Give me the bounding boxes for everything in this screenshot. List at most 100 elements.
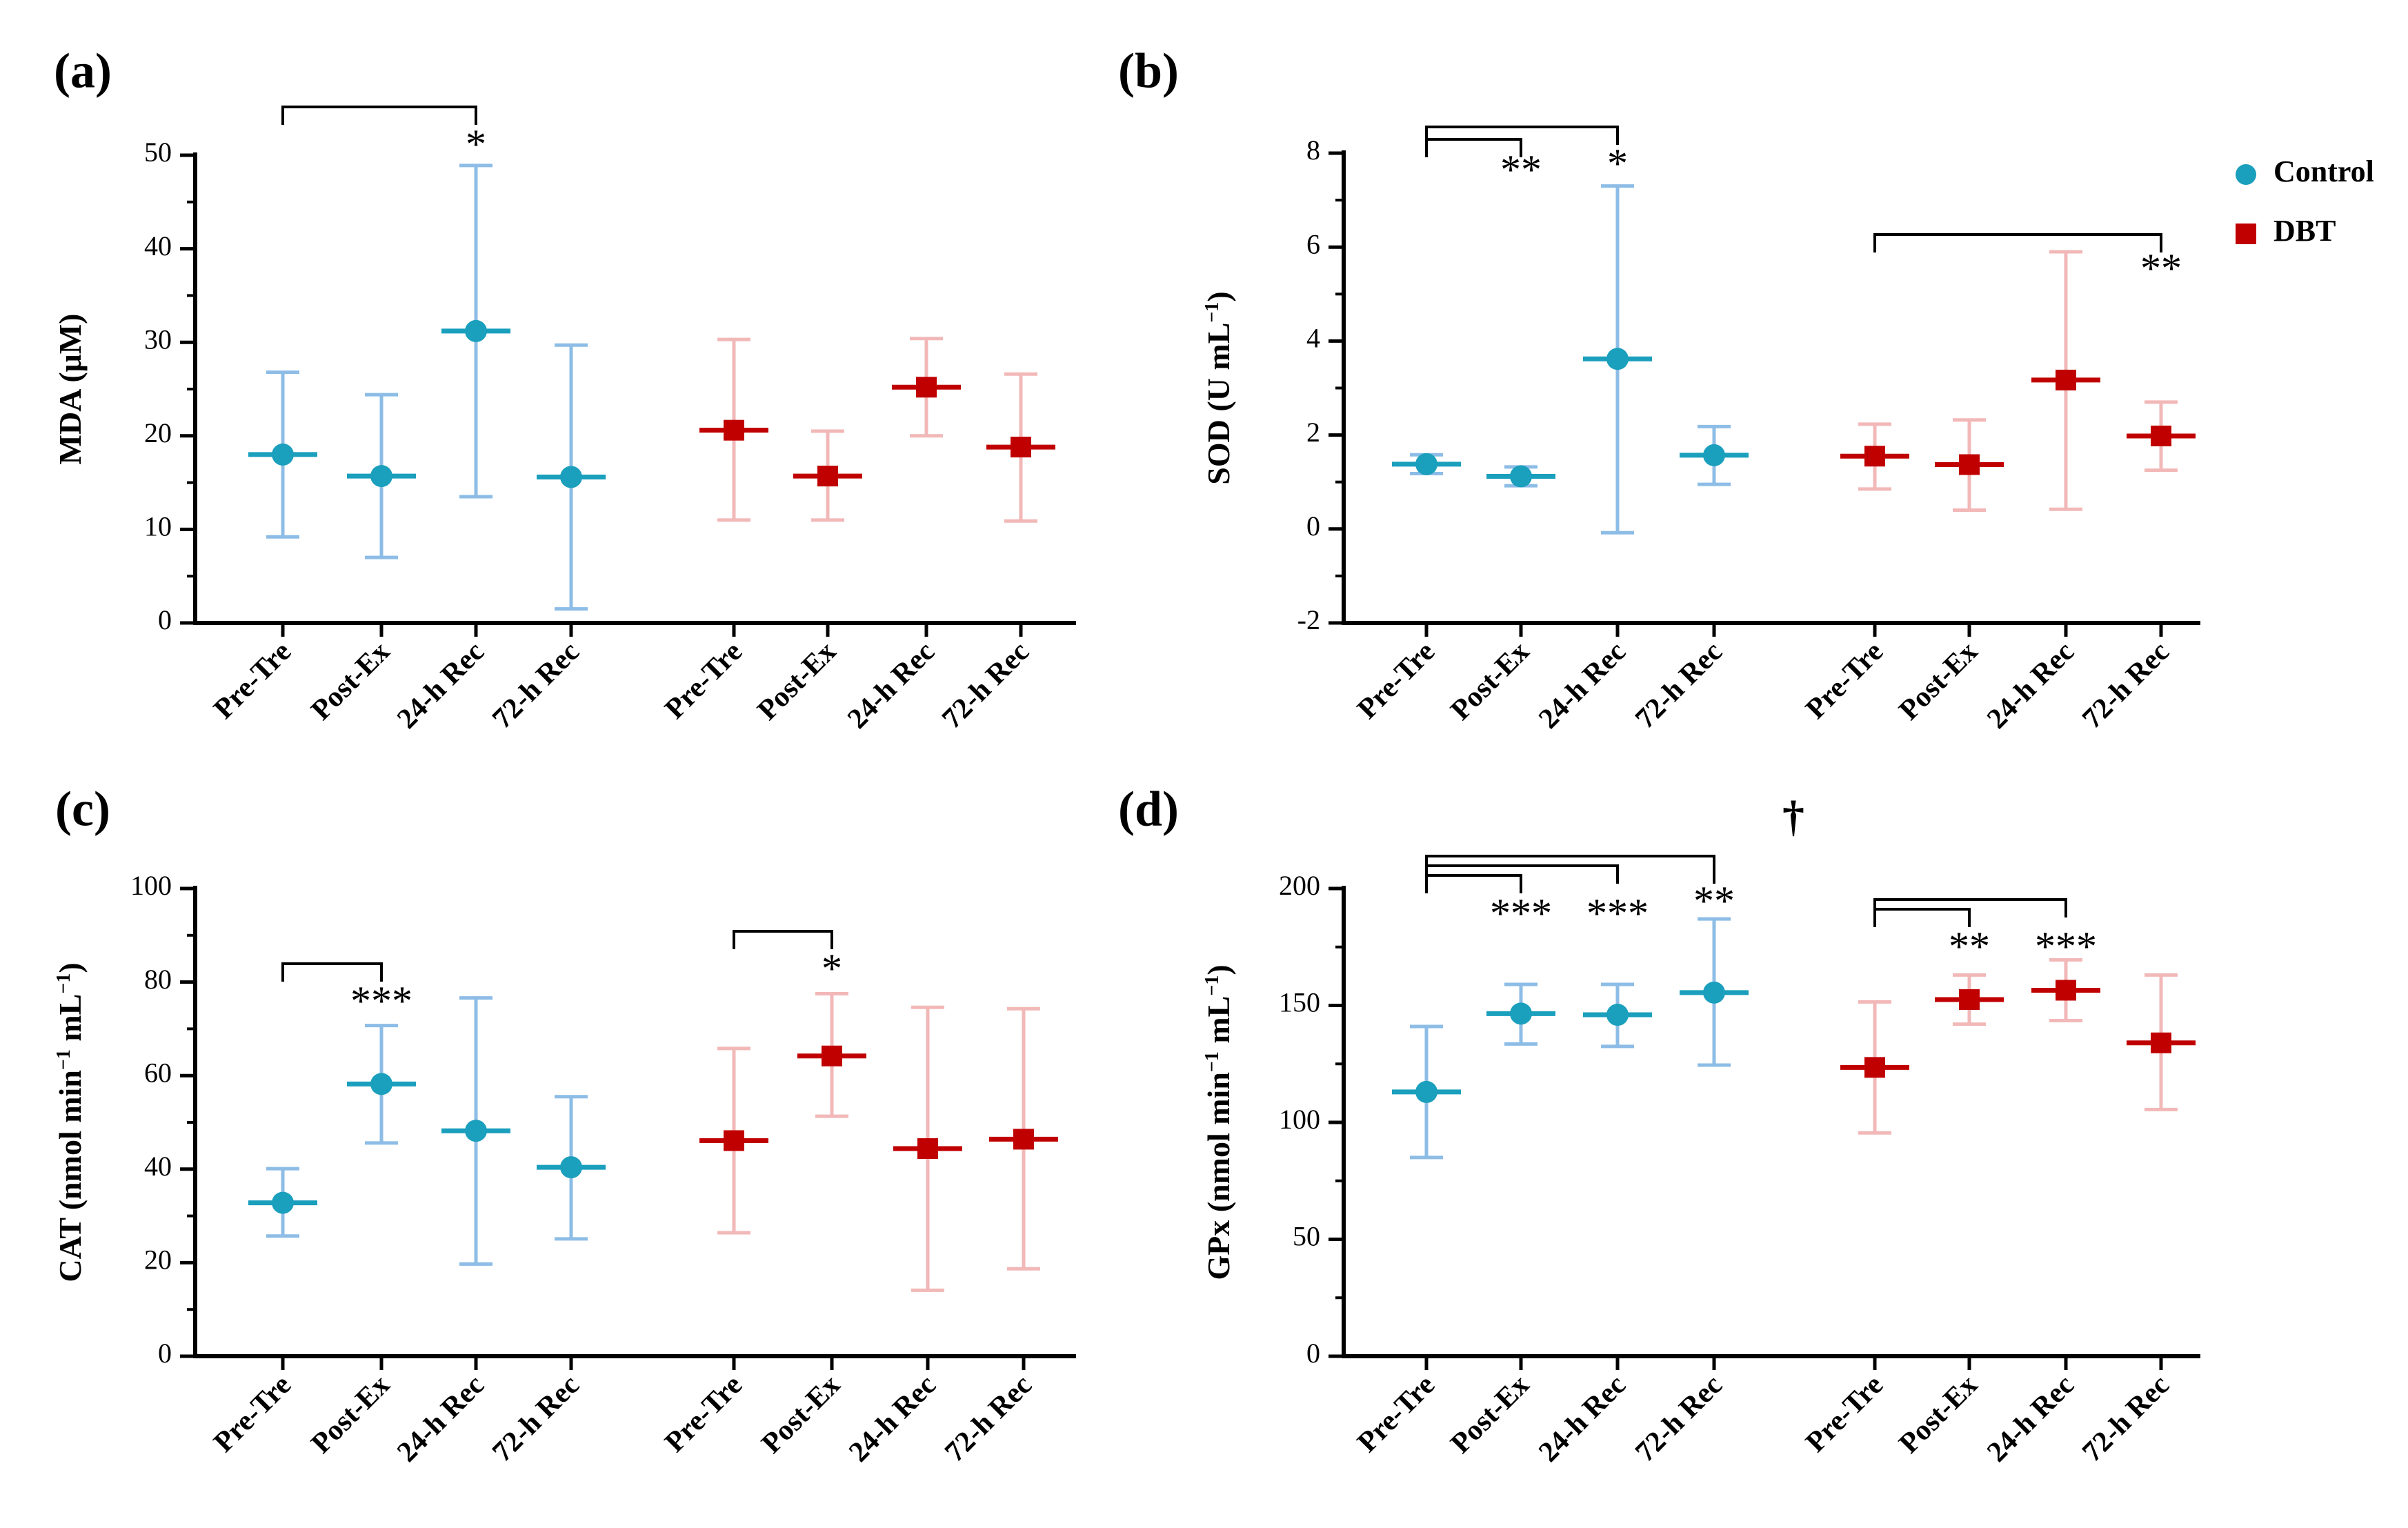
data-point-control <box>1415 453 1437 475</box>
significance-bracket <box>733 930 833 949</box>
x-tick-label: 72-h Rec <box>486 1369 586 1469</box>
panel-label: (c) <box>55 782 110 837</box>
data-point-dbt <box>822 1045 842 1066</box>
data-point-control <box>370 1073 392 1095</box>
significance-bracket <box>1425 126 1619 145</box>
data-point-dbt <box>724 419 744 441</box>
significance-marker: *** <box>350 978 412 1024</box>
data-point-control <box>1606 1004 1629 1026</box>
significance-bracket <box>1425 138 1522 157</box>
data-point-dbt <box>1864 1057 1885 1078</box>
data-point-control <box>1510 1002 1532 1025</box>
y-tick-label: 40 <box>144 1151 172 1182</box>
x-tick-label: 72-h Rec <box>939 1369 1038 1469</box>
y-tick-label: 4 <box>1306 323 1320 354</box>
x-tick-label: 72-h Rec <box>2076 636 2176 735</box>
y-axis-label-part: ) <box>1201 964 1236 975</box>
y-axis-label-part: ) <box>52 962 88 973</box>
significance-bracket <box>1873 898 2067 917</box>
data-point-control <box>1606 348 1629 370</box>
y-axis-label: GPx (nmol min−1 mL−1) <box>1201 964 1236 1280</box>
x-tick-label: Pre-Tre <box>208 636 297 726</box>
y-tick-label: 0 <box>158 604 172 635</box>
y-tick-label: -2 <box>1297 604 1320 635</box>
data-point-dbt <box>2151 1032 2171 1053</box>
y-axis-label-part: mL <box>1201 996 1236 1052</box>
significance-marker: *** <box>2035 924 2097 969</box>
x-tick-label: 24-h Rec <box>1981 636 2080 735</box>
y-tick-label: 150 <box>1279 987 1320 1018</box>
data-point-dbt <box>724 1130 744 1151</box>
data-point-control <box>1510 465 1532 488</box>
legend-marker-control <box>2236 164 2256 185</box>
data-point-control <box>465 319 487 342</box>
x-tick-label: 72-h Rec <box>1629 636 1729 735</box>
y-tick-label: 50 <box>144 137 172 168</box>
significance-bracket <box>1873 908 1971 927</box>
x-tick-label: 24-h Rec <box>1981 1369 2080 1469</box>
significance-bracket <box>1425 855 1715 884</box>
y-axis-label-part: MDA ( <box>52 372 88 464</box>
legend-marker-dbt <box>2236 224 2256 244</box>
x-tick-label: Post-Ex <box>756 1369 847 1460</box>
x-tick-label: 24-h Rec <box>1533 636 1632 735</box>
significance-marker: * <box>1607 141 1628 186</box>
y-tick-label: 30 <box>144 324 172 355</box>
y-axis-label-part: −1 <box>1202 1051 1223 1072</box>
data-point-control <box>465 1120 487 1142</box>
y-axis-label-part: mL <box>52 994 88 1050</box>
significance-marker: *** <box>1586 891 1649 936</box>
y-axis-label-part: SOD (U mL <box>1201 323 1236 485</box>
x-tick-label: 24-h Rec <box>842 636 941 735</box>
data-point-control <box>1703 981 1725 1004</box>
y-tick-label: 20 <box>144 417 172 448</box>
y-axis-label-part: ) <box>1201 291 1236 301</box>
data-point-control <box>560 466 582 488</box>
x-tick-label: Pre-Tre <box>659 636 748 726</box>
significance-bracket <box>281 106 477 125</box>
y-axis-label: SOD (U mL−1) <box>1201 291 1236 484</box>
y-axis-label-part: CAT (nmol min <box>52 1070 88 1282</box>
x-tick-label: Pre-Tre <box>1351 1369 1441 1459</box>
y-axis-label: CAT (nmol min−1 mL−1) <box>52 962 88 1282</box>
data-point-control <box>1415 1080 1437 1103</box>
x-tick-label: Post-Ex <box>306 1369 397 1460</box>
chart-panel-4: (d)GPx (nmol min−1 mL−1)050100150200Pre-… <box>1118 782 2200 1469</box>
x-tick-label: Post-Ex <box>1445 1369 1536 1460</box>
y-axis-label-part: −1 <box>53 973 74 994</box>
x-tick-label: Pre-Tre <box>208 1369 297 1459</box>
y-tick-label: 20 <box>144 1244 172 1276</box>
data-point-dbt <box>1011 437 1031 458</box>
x-tick-label: 24-h Rec <box>391 636 490 735</box>
y-tick-label: 0 <box>158 1338 172 1369</box>
y-axis-label-part: −1 <box>53 1049 74 1070</box>
x-tick-label: 24-h Rec <box>843 1369 942 1469</box>
y-tick-label: 60 <box>144 1057 172 1088</box>
x-tick-label: Pre-Tre <box>659 1369 748 1459</box>
y-tick-label: 200 <box>1279 870 1320 901</box>
significance-marker: ** <box>1500 147 1542 192</box>
x-tick-label: 24-h Rec <box>391 1369 490 1469</box>
panel-label: (d) <box>1118 782 1179 837</box>
data-point-dbt <box>817 466 838 487</box>
y-tick-label: 50 <box>1293 1221 1320 1252</box>
y-axis-label-part: −1 <box>1202 302 1223 323</box>
y-axis-label-part: GPx (nmol min <box>1201 1072 1236 1280</box>
y-tick-label: 6 <box>1306 228 1320 259</box>
significance-bracket <box>1873 233 2162 252</box>
data-point-dbt <box>2056 980 2076 1001</box>
x-tick-label: Post-Ex <box>1893 636 1984 727</box>
x-tick-label: Pre-Tre <box>1800 636 1889 726</box>
data-point-dbt <box>2151 425 2171 446</box>
data-point-dbt <box>1959 989 1980 1011</box>
panel-label: (b) <box>1118 43 1179 99</box>
significance-marker: * <box>466 121 486 167</box>
significance-bracket <box>281 962 383 982</box>
significance-marker: * <box>822 946 842 991</box>
x-tick-label: Pre-Tre <box>1351 636 1441 726</box>
x-tick-label: Post-Ex <box>1445 636 1536 727</box>
data-point-dbt <box>916 377 937 398</box>
data-point-control <box>560 1156 582 1179</box>
